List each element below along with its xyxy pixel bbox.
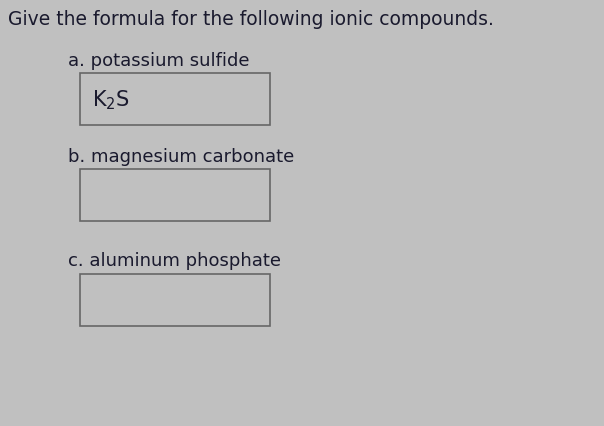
Bar — [80, 74, 270, 126]
Text: b. magnesium carbonate: b. magnesium carbonate — [68, 148, 294, 166]
Bar — [80, 170, 270, 222]
Text: a. potassium sulfide: a. potassium sulfide — [68, 52, 249, 70]
Text: $\mathregular{K_2S}$: $\mathregular{K_2S}$ — [92, 88, 130, 112]
Text: Give the formula for the following ionic compounds.: Give the formula for the following ionic… — [8, 10, 494, 29]
Bar — [80, 274, 270, 326]
Text: c. aluminum phosphate: c. aluminum phosphate — [68, 251, 281, 269]
